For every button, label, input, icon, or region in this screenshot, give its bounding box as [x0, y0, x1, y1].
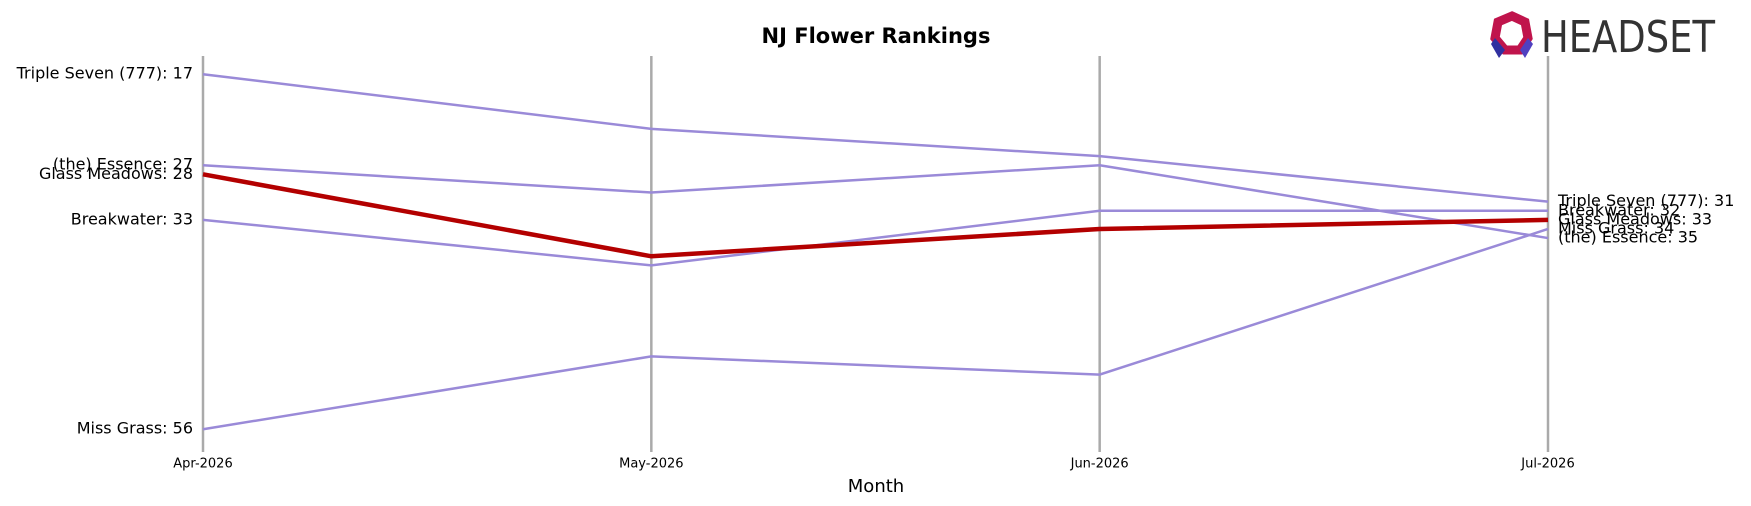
end-label: Triple Seven (777): 31	[1557, 191, 1734, 210]
series-line	[202, 209, 1548, 267]
series-line	[202, 163, 1549, 240]
end-label: Breakwater: 32	[1558, 200, 1680, 219]
end-label: Glass Meadows: 33	[1558, 209, 1712, 228]
x-tick-label: Jun-2026	[1070, 457, 1129, 472]
end-label: Miss Grass: 34	[1558, 218, 1674, 237]
logo-icon-part	[1491, 38, 1505, 58]
end-label: Breakwater: 33	[71, 209, 193, 228]
logo: HEADSET	[1490, 11, 1715, 63]
x-axis-label: Month	[848, 476, 904, 497]
series-line	[202, 72, 1549, 203]
series-line	[202, 227, 1549, 431]
highlight-line	[202, 172, 1549, 259]
x-tick-label: Jul-2026	[1520, 457, 1574, 472]
end-label: (the) Essence: 27	[53, 155, 193, 174]
logo-text: HEADSET	[1541, 12, 1715, 63]
chart-title: NJ Flower Rankings	[762, 24, 991, 48]
x-tick-label: Apr-2026	[173, 457, 232, 472]
x-tick-label: May-2026	[619, 457, 683, 472]
end-label: Triple Seven (777): 17	[16, 64, 193, 83]
logo-icon	[1490, 11, 1533, 55]
logo-icon-part	[1520, 38, 1533, 58]
end-label: Miss Grass: 56	[77, 419, 193, 438]
end-label: Glass Meadows: 28	[39, 164, 193, 183]
end-label: (the) Essence: 35	[1558, 228, 1698, 247]
